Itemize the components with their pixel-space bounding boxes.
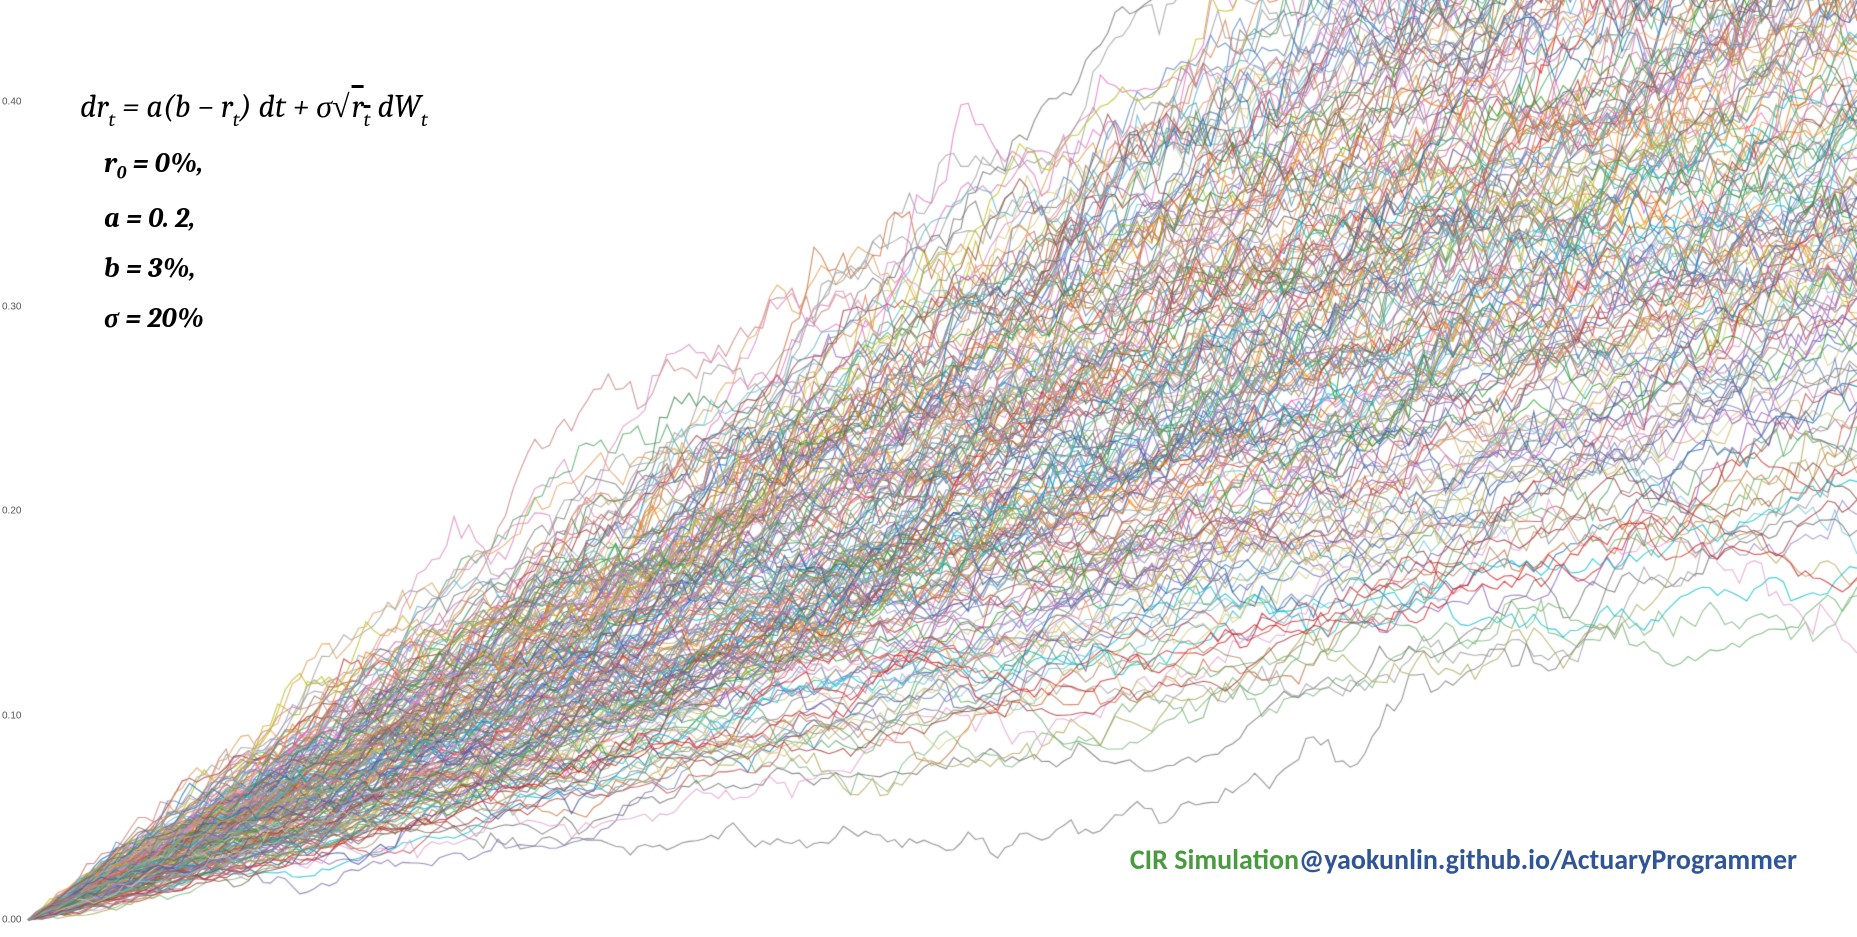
formula-box: drt = a(b − rt) dt + σ√rt dWt r0 = 0%, a …	[80, 88, 428, 335]
attribution-title: CIR Simulation	[1130, 842, 1299, 877]
param-line: r0 = 0%,	[104, 147, 428, 184]
attribution-text: CIR Simulation@yaokunlin.github.io/Actua…	[1130, 842, 1797, 877]
ytick-label: 0.40	[2, 97, 21, 108]
attribution-url: @yaokunlin.github.io/ActuaryProgrammer	[1299, 842, 1797, 877]
param-line: a = 0. 2,	[104, 202, 428, 234]
parameter-list: r0 = 0%, a = 0. 2, b = 3%, σ = 20%	[80, 147, 428, 335]
ytick-label: 0.10	[2, 710, 21, 721]
param-line: σ = 20%	[104, 302, 428, 335]
sde-formula: drt = a(b − rt) dt + σ√rt dWt	[80, 88, 428, 129]
ytick-label: 0.30	[2, 301, 21, 312]
param-line: b = 3%,	[104, 252, 428, 284]
ytick-label: 0.00	[2, 915, 21, 926]
ytick-label: 0.20	[2, 506, 21, 517]
